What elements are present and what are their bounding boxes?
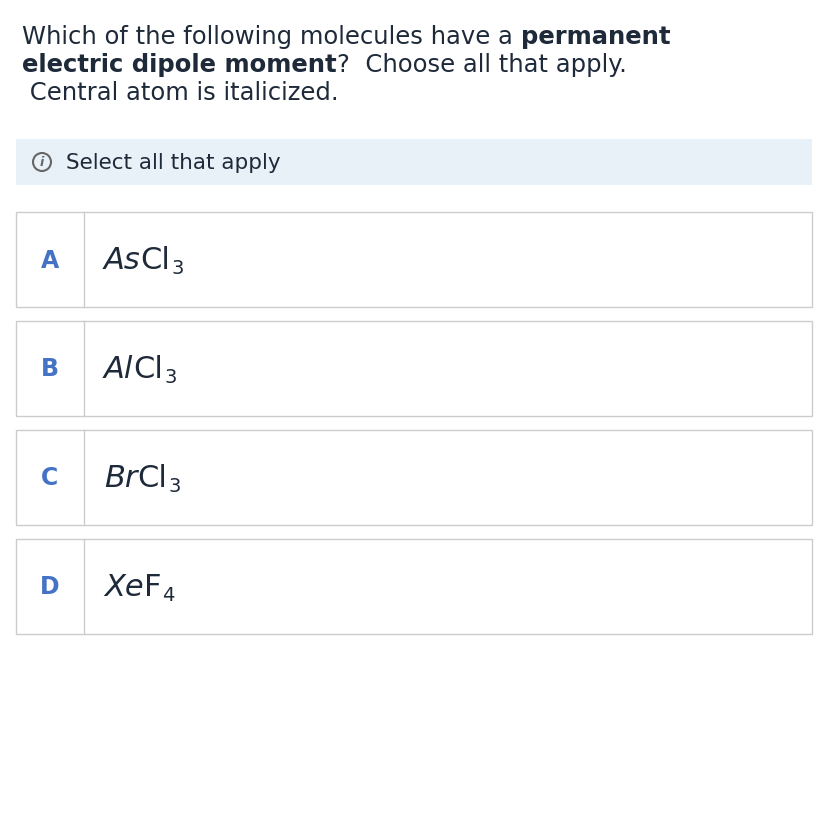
Text: permanent: permanent [520, 25, 669, 49]
Text: As: As [104, 246, 141, 274]
Text: Cl: Cl [137, 464, 167, 492]
Bar [16, 213, 811, 308]
Bar [16, 140, 811, 186]
Text: 3: 3 [171, 259, 184, 278]
Text: 4: 4 [162, 586, 174, 604]
Text: electric dipole moment: electric dipole moment [22, 53, 337, 77]
Text: Which of the following molecules have a: Which of the following molecules have a [22, 25, 520, 49]
Text: F: F [143, 572, 161, 601]
Text: ?  Choose all that apply.: ? Choose all that apply. [337, 53, 626, 77]
Bar [16, 431, 811, 525]
Text: Cl: Cl [141, 246, 170, 274]
Text: Br: Br [104, 464, 137, 492]
Text: 3: 3 [168, 477, 180, 495]
Text: A: A [41, 248, 59, 272]
Text: Al: Al [104, 355, 133, 383]
Text: Cl: Cl [133, 355, 163, 383]
Text: Central atom is italicized.: Central atom is italicized. [22, 81, 338, 105]
Text: C: C [41, 466, 59, 490]
Text: Xe: Xe [104, 572, 143, 601]
Text: B: B [41, 357, 59, 381]
Text: i: i [40, 156, 44, 169]
Bar [16, 322, 811, 417]
Text: Select all that apply: Select all that apply [66, 153, 280, 173]
Text: D: D [41, 575, 60, 599]
Bar [16, 540, 811, 634]
Text: 3: 3 [164, 368, 176, 387]
